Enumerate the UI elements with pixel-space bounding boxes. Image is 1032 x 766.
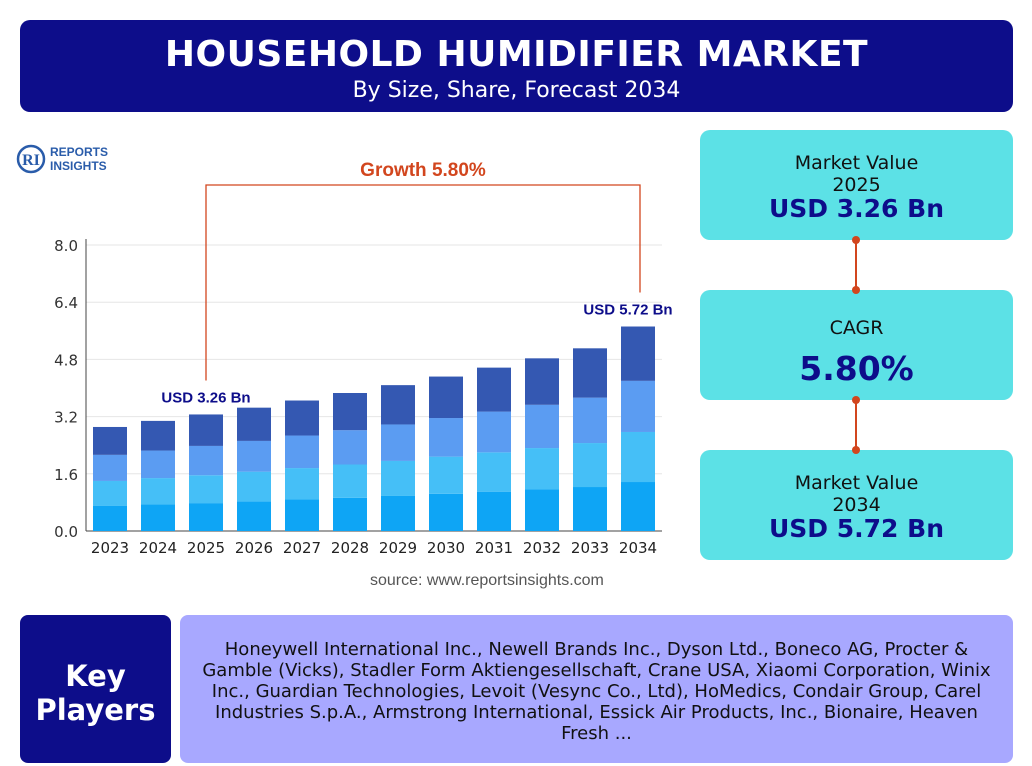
bar-segment [237,440,271,472]
bar-segment [525,448,559,490]
market-value-2025-card: Market Value 2025 USD 3.26 Bn [700,130,1013,240]
logo-line2: INSIGHTS [50,159,107,173]
bar-segment [477,411,511,453]
bar-segment [237,501,271,531]
card-value: USD 5.72 Bn [769,514,944,543]
market-bar-chart: 0.0 1.6 3.2 4.8 6.4 8.0 2023 2024 2025 2026 2027 20… [54,160,672,557]
x-tick-label: 2023 [91,539,129,557]
logo-text: REPORTS INSIGHTS [50,145,108,173]
bar-segment [237,471,271,502]
data-label: USD 5.72 Bn [583,302,672,319]
bar-segment [285,400,319,436]
x-tick-label: 2028 [331,539,369,557]
cagr-card: CAGR 5.80% [700,290,1013,400]
source-text: source: www.reportsinsights.com [370,572,604,589]
bar-segment [621,326,655,381]
bar-segment [285,468,319,500]
bar-segment [141,450,175,479]
y-tick-label: 3.2 [54,409,78,427]
bar-segment [381,460,415,496]
card-connector-bottom [852,396,860,454]
x-tick-label: 2032 [523,539,561,557]
bar-segment [333,393,367,431]
data-label: USD 3.26 Bn [161,389,250,406]
header-banner: HOUSEHOLD HUMIDIFIER MARKET By Size, Sha… [20,20,1013,112]
bar-segment [189,445,223,476]
bar-segment [93,454,127,481]
page-subtitle: By Size, Share, Forecast 2034 [352,78,681,103]
bar-segment [333,464,367,498]
bar-segment [429,493,463,531]
bar-segment [189,503,223,531]
y-tick-label: 1.6 [54,466,78,484]
x-tick-label: 2033 [571,539,609,557]
growth-label: Growth 5.80% [360,160,486,181]
bar-segment [141,504,175,531]
bar-segment [381,495,415,531]
bar-segment [621,380,655,432]
bar-segment [381,385,415,425]
bar-segment [429,456,463,494]
bar-segment [573,443,607,488]
bar-segment [573,397,607,444]
card-label: Market Value [794,472,919,494]
bar-segment [621,431,655,483]
bar-segment [477,367,511,412]
card-label: Market Value [794,152,919,174]
bar-segment [333,497,367,531]
logo-mark-icon: RI [16,144,46,174]
card-value: 5.80% [799,349,914,388]
bar-segment [141,420,175,451]
page-title: HOUSEHOLD HUMIDIFIER MARKET [164,34,869,75]
key-players-heading-line2: Players [35,693,156,727]
key-players-heading-line1: Key [65,659,126,693]
bar-segment [429,418,463,457]
x-tick-label: 2025 [187,539,225,557]
y-tick-label: 6.4 [54,294,78,312]
bar-segment [573,487,607,531]
growth-bracket [205,184,641,381]
card-value: USD 3.26 Bn [769,194,944,223]
x-tick-label: 2031 [475,539,513,557]
bar-segment [429,376,463,419]
card-connector-top [852,236,860,294]
y-tick-label: 4.8 [54,351,78,369]
key-players-heading: Key Players [20,615,171,763]
card-year: 2025 [832,174,881,196]
bar-segment [333,430,367,465]
market-value-2034-card: Market Value 2034 USD 5.72 Bn [700,450,1013,560]
bar-segment [93,505,127,531]
bar-segment [189,475,223,504]
bar-segment [525,358,559,405]
y-tick-label: 0.0 [54,523,78,541]
bar-segment [93,480,127,506]
bar-segment [573,348,607,398]
bar-segment [285,499,319,531]
card-year: 2034 [832,494,881,516]
bar-segment [525,404,559,449]
bar-segment [381,424,415,461]
x-tick-label: 2026 [235,539,273,557]
x-tick-label: 2027 [283,539,321,557]
bar-segment [621,482,655,531]
bar-segment [237,407,271,441]
bar-segment [477,491,511,531]
x-tick-label: 2030 [427,539,465,557]
bar-segment [189,414,223,446]
bar-segment [477,452,511,492]
logo-line1: REPORTS [50,145,109,159]
bar-segment [525,489,559,531]
bar-segment [141,478,175,505]
reports-insights-logo: RI REPORTS INSIGHTS [16,143,126,179]
card-label: CAGR [829,317,884,339]
x-tick-label: 2034 [619,539,657,557]
bar-segment [93,426,127,455]
x-tick-label: 2024 [139,539,177,557]
bar-segment [285,435,319,469]
x-tick-label: 2029 [379,539,417,557]
y-tick-label: 8.0 [54,237,78,255]
svg-text:RI: RI [22,152,40,169]
key-players-list: Honeywell International Inc., Newell Bra… [180,615,1013,763]
